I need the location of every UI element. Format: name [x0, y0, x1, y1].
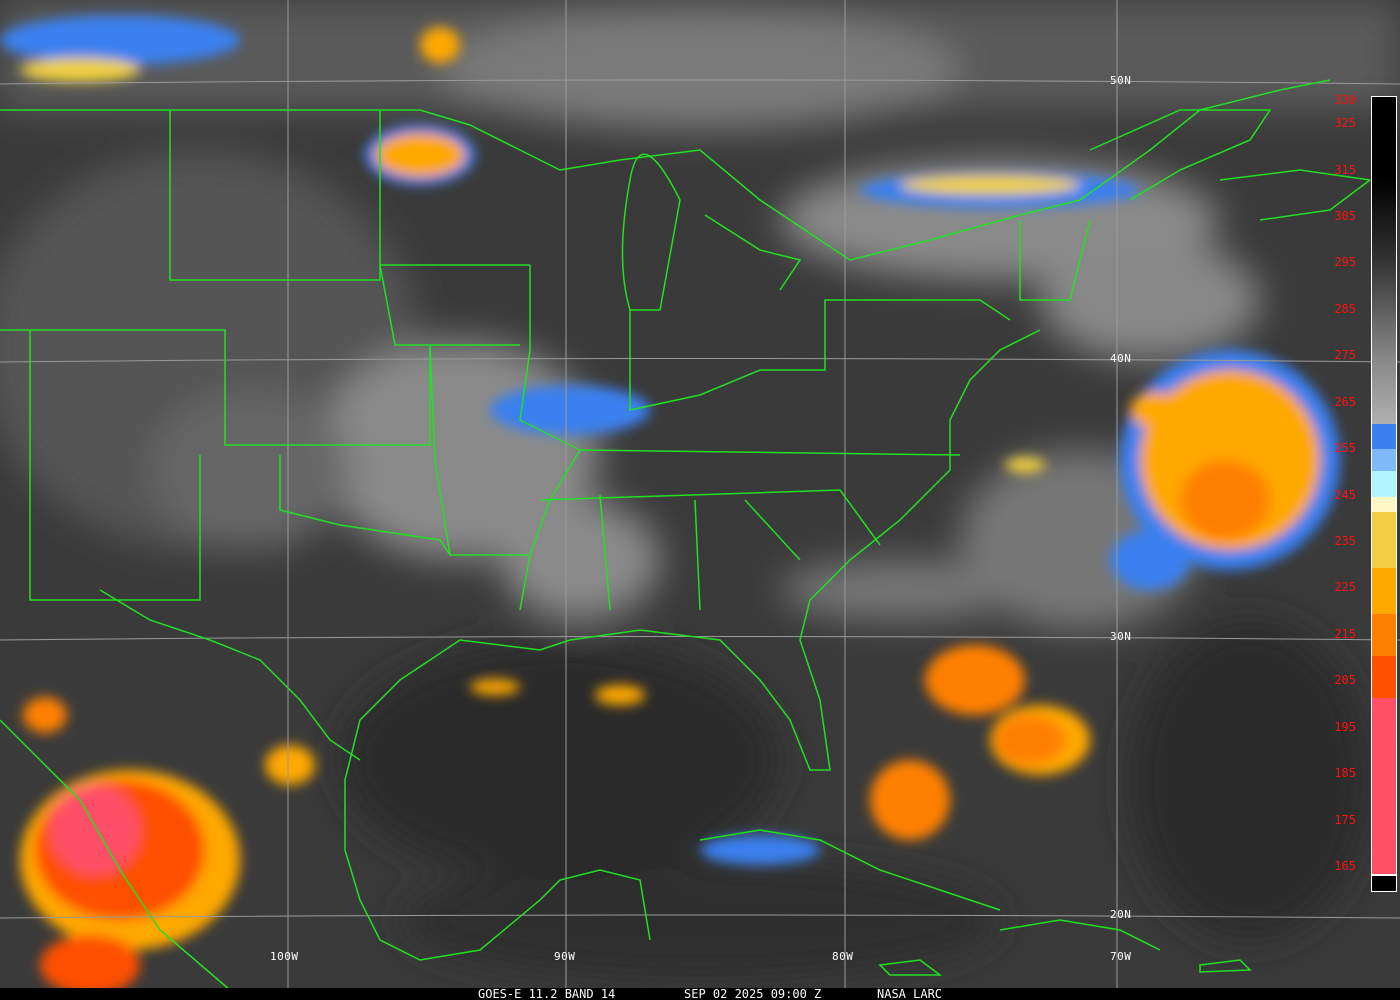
political-borders — [0, 79, 1372, 991]
colorbar-pink — [1372, 698, 1396, 874]
colorbar-label: 315 — [1334, 162, 1356, 177]
colorbar-label: 245 — [1334, 487, 1356, 502]
colorbar-white — [1372, 874, 1396, 876]
colorbar-label: 195 — [1334, 719, 1356, 734]
colorbar-red-orange — [1372, 656, 1396, 698]
colorbar-label: 305 — [1334, 209, 1356, 224]
colorbar-blue — [1372, 424, 1396, 449]
colorbar-label: 265 — [1334, 394, 1356, 409]
colorbar-label: 295 — [1334, 255, 1356, 270]
colorbar-dark-orange — [1372, 614, 1396, 656]
cold-cloud-tops — [0, 15, 1340, 995]
lon-label-80w: 80W — [832, 950, 854, 963]
colorbar-label: 165 — [1334, 859, 1356, 873]
satellite-band: GOES-E 11.2 BAND 14 — [478, 987, 616, 1000]
colorbar-orange — [1372, 568, 1396, 614]
colorbar-label: 215 — [1334, 626, 1356, 641]
lat-label-40n: 40N — [1110, 352, 1132, 365]
colorbar-label: 330 — [1334, 93, 1356, 107]
colorbar-label: 235 — [1334, 534, 1356, 549]
colorbar-gray-ramp — [1372, 97, 1396, 424]
colorbar-label: 225 — [1334, 580, 1356, 595]
caption-bar: GOES-E 11.2 BAND 14 SEP 02 2025 09:00 Z … — [0, 988, 1400, 1000]
colorbar-pale-yellow — [1372, 497, 1396, 512]
colorbar-label: 275 — [1334, 348, 1356, 363]
colorbar-label: 325 — [1334, 116, 1356, 131]
colorbar-label: 205 — [1334, 673, 1356, 688]
colorbar-label: 255 — [1334, 441, 1356, 456]
colorbar-light-blue — [1372, 449, 1396, 471]
lat-label-50n: 50N — [1110, 74, 1132, 87]
colorbar-label: 285 — [1334, 301, 1356, 316]
lon-label-100w: 100W — [270, 950, 299, 963]
source-credit: NASA LARC — [877, 987, 943, 1000]
colorbar-label: 185 — [1334, 766, 1356, 781]
lon-label-70w: 70W — [1110, 950, 1132, 963]
timestamp: SEP 02 2025 09:00 Z — [684, 987, 822, 1000]
colorbar-label: 175 — [1334, 812, 1356, 827]
temperature-colorbar — [1371, 96, 1397, 892]
colorbar-yellow — [1372, 512, 1396, 568]
colorbar-cyan — [1372, 471, 1396, 497]
lon-label-90w: 90W — [554, 950, 576, 963]
lat-label-20n: 20N — [1110, 908, 1132, 921]
lat-label-30n: 30N — [1110, 630, 1132, 643]
